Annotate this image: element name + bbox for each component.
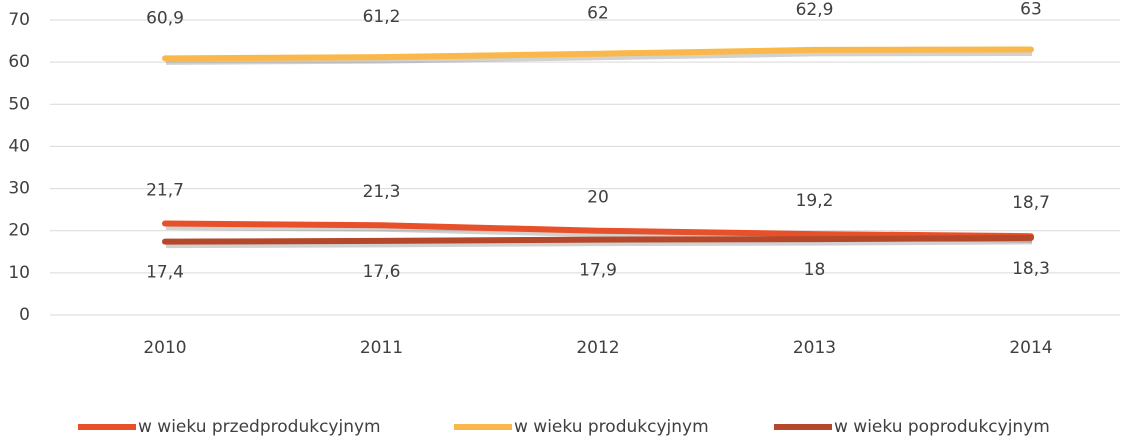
series-line [162,234,1034,245]
data-label: 18 [804,260,826,280]
y-tick-label: 0 [19,305,30,325]
legend-label: w wieku produkcyjnym [514,417,709,437]
y-tick-label: 60 [8,52,30,72]
x-tick-label: 2012 [576,338,619,358]
data-label: 60,9 [146,8,184,28]
data-label: 17,6 [363,262,401,282]
data-label: 63 [1020,0,1042,20]
y-tick-label: 10 [8,263,30,283]
x-tick-label: 2010 [143,338,186,358]
series-line [162,46,1034,62]
y-tick-label: 40 [8,136,30,156]
x-tick-label: 2014 [1009,338,1052,358]
data-label: 61,2 [363,7,401,27]
legend-label: w wieku poprodukcyjnym [834,417,1050,437]
data-label: 18,3 [1012,259,1050,279]
data-label: 20 [587,188,609,208]
x-tick-label: 2011 [360,338,403,358]
series-line [162,220,1034,240]
data-label: 62,9 [796,0,834,20]
x-tick-label: 2013 [793,338,836,358]
data-label: 21,3 [363,182,401,202]
y-tick-label: 30 [8,179,30,199]
line-shadow [165,237,1033,249]
data-label: 17,4 [146,263,184,283]
data-label: 19,2 [796,191,834,211]
data-label: 17,9 [579,261,617,281]
y-tick-label: 70 [8,10,30,30]
data-label: 62 [587,4,609,24]
y-tick-label: 20 [8,221,30,241]
data-label: 21,7 [146,181,184,201]
y-tick-label: 50 [8,94,30,114]
line-shadow [165,49,1033,65]
legend-label: w wieku przedprodukcyjnym [138,417,381,437]
data-label: 18,7 [1012,193,1050,213]
